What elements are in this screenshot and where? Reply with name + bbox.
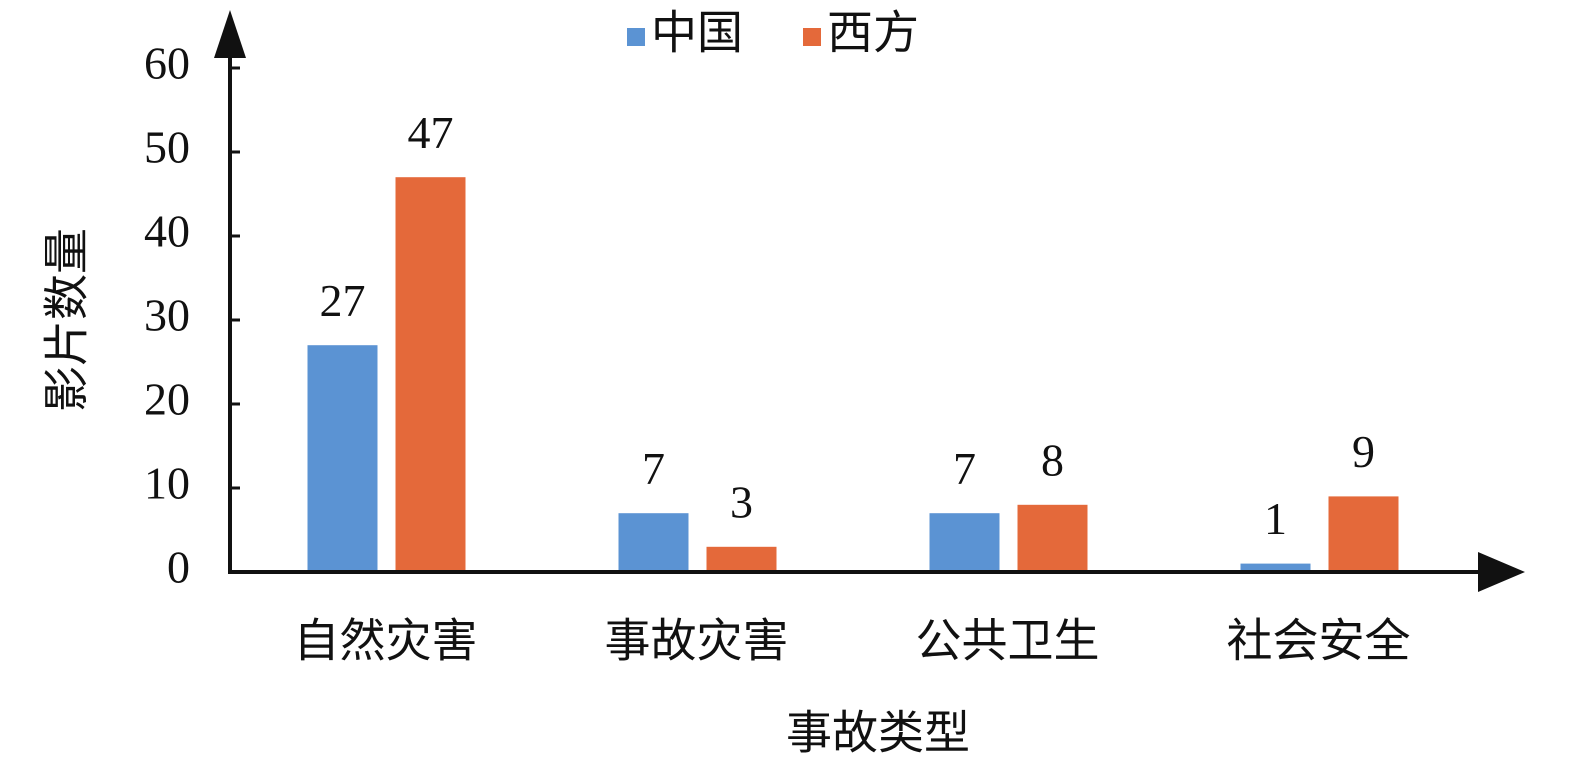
bar [1240,563,1311,572]
x-tick-label: 自然灾害 [294,616,478,667]
y-axis-arrow [214,10,246,58]
y-tick-label: 30 [144,290,190,341]
x-tick-label: 事故灾害 [605,616,789,667]
x-axis-label: 事故类型 [786,708,970,759]
y-tick-label: 60 [144,38,190,89]
y-tick-label: 40 [144,206,190,257]
legend-swatch [803,28,821,46]
bar [307,345,378,572]
y-tick-label: 0 [167,542,190,593]
legend-label: 中国 [651,8,743,59]
data-label: 3 [730,476,753,527]
legend-swatch [627,28,645,46]
y-axis-label: 影片数量 [42,228,93,412]
data-label: 9 [1352,426,1375,477]
bar [395,177,466,572]
y-tick-label: 20 [144,374,190,425]
data-label: 8 [1041,434,1064,485]
bar [706,546,777,572]
y-tick-label: 50 [144,122,190,173]
bar [1328,496,1399,572]
data-label: 7 [642,443,665,494]
data-label: 7 [953,443,976,494]
data-label: 47 [408,107,454,158]
x-tick-label: 社会安全 [1227,616,1411,667]
legend-label: 西方 [827,8,919,59]
bar [1017,504,1088,572]
bar [618,513,689,572]
data-label: 27 [320,275,366,326]
bar [929,513,1000,572]
x-axis-arrow [1478,552,1525,592]
x-tick-label: 公共卫生 [916,616,1100,667]
data-label: 1 [1264,493,1287,544]
y-tick-label: 10 [144,458,190,509]
